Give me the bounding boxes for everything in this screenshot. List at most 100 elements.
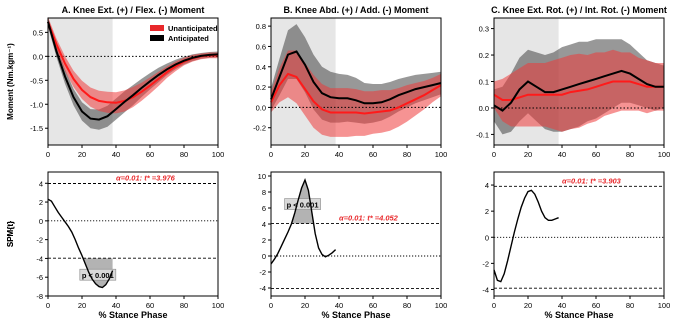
y-tick-label: 6 xyxy=(262,204,266,213)
y-axis-label: SPM{t} xyxy=(6,221,15,247)
plot-frame xyxy=(493,17,665,146)
x-tick-label: 80 xyxy=(403,150,411,159)
legend-label: Anticipated xyxy=(168,34,209,43)
legend-swatch xyxy=(150,35,164,41)
x-tick-label: 20 xyxy=(524,150,532,159)
sd-band-unanticipated xyxy=(271,50,441,137)
panel-0-axes: 0.5 0.0 -0.5 -1.0 -1.5 0 20 40 60 80 100 A. Knee Ex… xyxy=(6,5,224,159)
plot-frame xyxy=(493,171,665,297)
y-tick-label: -0.5 xyxy=(30,76,43,85)
x-tick-label: 100 xyxy=(435,150,448,159)
mean-line-unanticipated xyxy=(493,80,664,101)
plot-frame xyxy=(47,17,219,146)
x-axis-label: % Stance Phase xyxy=(544,310,613,320)
panel-5-plot: α=0.01: t* =3.903 % Stance Phase xyxy=(493,176,664,320)
x-tick-label: 100 xyxy=(435,301,448,310)
cluster-label-box xyxy=(79,268,117,281)
y-tick-label: 4 xyxy=(39,179,43,188)
y-tick-label: 2 xyxy=(485,207,489,216)
x-tick-label: 80 xyxy=(626,150,634,159)
y-tick-label: -1.0 xyxy=(30,100,43,109)
panel-2-plot xyxy=(493,18,664,145)
y-tick-label: -2 xyxy=(36,236,43,245)
x-tick-label: 80 xyxy=(403,301,411,310)
x-tick-label: 40 xyxy=(112,150,120,159)
y-tick-label: 0.5 xyxy=(33,28,43,37)
spm-curve xyxy=(47,198,114,289)
x-tick-label: 20 xyxy=(78,301,86,310)
x-tick-label: 40 xyxy=(335,301,343,310)
panel-2-axes: 0.3 0.2 0.1 0.0 -0.1 0 20 40 60 80 100 C. Knee Ext.… xyxy=(476,5,670,159)
x-tick-label: 40 xyxy=(558,301,566,310)
y-tick-label: 0.2 xyxy=(256,83,266,92)
y-tick-label: 0.2 xyxy=(479,51,489,60)
y-tick-label: -0.1 xyxy=(476,130,489,139)
x-tick-label: 100 xyxy=(658,150,671,159)
x-tick-label: 60 xyxy=(146,150,154,159)
x-tick-label: 60 xyxy=(592,301,600,310)
y-tick-label: -0.2 xyxy=(253,124,266,133)
y-tick-label: -4 xyxy=(36,254,43,263)
plot-frame xyxy=(270,17,442,146)
y-axis-label: Moment (Nm.kgm⁻¹) xyxy=(6,43,15,120)
mean-line-anticipated xyxy=(270,50,442,105)
y-tick-label: -6 xyxy=(36,273,43,282)
x-tick-label: 80 xyxy=(180,301,188,310)
legend-swatch xyxy=(150,25,164,31)
panel-1-plot xyxy=(270,18,442,145)
y-tick-label: 0.1 xyxy=(479,78,489,87)
threshold-label: α=0.01: t* =4.052 xyxy=(339,214,399,223)
plot-frame xyxy=(270,171,442,297)
x-axis-label: % Stance Phase xyxy=(98,310,167,320)
cluster-label: p < 0.001 xyxy=(82,271,114,280)
y-tick-label: -8 xyxy=(36,292,43,301)
x-tick-label: 60 xyxy=(592,150,600,159)
threshold-label: α=0.01: t* =3.903 xyxy=(562,176,622,185)
x-tick-label: 0 xyxy=(269,301,273,310)
y-tick-label: 0.0 xyxy=(479,104,489,113)
y-tick-label: -4 xyxy=(482,285,489,294)
spm-curve xyxy=(270,178,337,265)
x-tick-label: 80 xyxy=(626,301,634,310)
x-tick-label: 100 xyxy=(658,301,671,310)
x-tick-label: 0 xyxy=(46,301,50,310)
y-axis-label: SPM{t} xyxy=(6,221,15,247)
y-tick-label: 2 xyxy=(262,236,266,245)
y-tick-label: 0 xyxy=(485,233,489,242)
x-tick-label: 100 xyxy=(212,301,225,310)
y-tick-label: 0.4 xyxy=(256,63,266,72)
y-tick-label: 0.0 xyxy=(33,52,43,61)
mean-line-anticipated xyxy=(47,21,219,121)
panel-4-plot: p < 0.001 α=0.01: t* =4.052 % Stance Phase xyxy=(270,178,441,320)
y-tick-label: 8 xyxy=(262,188,266,197)
y-tick-label: -2 xyxy=(259,268,266,277)
spm-curve xyxy=(493,189,559,283)
y-tick-label: -2 xyxy=(482,259,489,268)
panel-title: C. Knee Ext. Rot. (+) / Int. Rot. (-) Mo… xyxy=(491,5,667,15)
mean-line-unanticipated xyxy=(270,72,442,115)
x-tick-label: 0 xyxy=(46,150,50,159)
y-tick-label: 0.8 xyxy=(256,22,266,31)
x-tick-label: 20 xyxy=(524,301,532,310)
y-tick-label: 4 xyxy=(262,220,266,229)
x-tick-label: 40 xyxy=(335,150,343,159)
x-tick-label: 100 xyxy=(212,150,225,159)
y-tick-label: 0.3 xyxy=(479,25,489,34)
x-tick-label: 20 xyxy=(78,150,86,159)
panel-1-axes: 0.8 0.6 0.4 0.2 0.0 -0.2 0 20 40 60 80 100 B. Knee A… xyxy=(253,5,447,159)
cluster-label: p < 0.001 xyxy=(287,201,319,210)
x-tick-label: 0 xyxy=(492,301,496,310)
x-tick-label: 60 xyxy=(369,301,377,310)
plot-frame xyxy=(47,171,219,297)
y-tick-label: 2 xyxy=(39,198,43,207)
x-tick-label: 20 xyxy=(301,150,309,159)
x-tick-label: 40 xyxy=(558,150,566,159)
x-tick-label: 40 xyxy=(112,301,120,310)
sd-band-unanticipated xyxy=(48,17,218,114)
x-tick-label: 0 xyxy=(269,150,273,159)
y-tick-label: -4 xyxy=(259,284,266,293)
